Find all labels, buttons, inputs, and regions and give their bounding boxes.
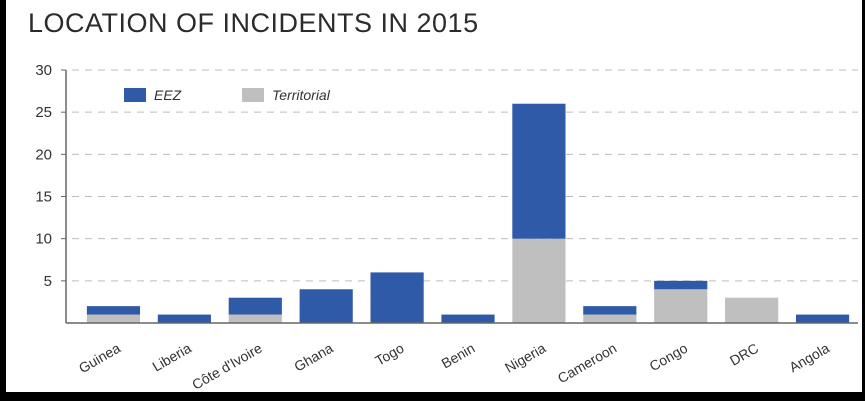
bar-eez-benin bbox=[441, 314, 495, 323]
bar-eez-c-te-d-ivoire bbox=[228, 297, 282, 315]
bar-territorial-guinea bbox=[86, 314, 141, 323]
x-tick-label: Liberia bbox=[149, 340, 194, 375]
bar-eez-nigeria bbox=[512, 103, 566, 239]
x-tick-label: DRC bbox=[727, 340, 761, 369]
bar-eez-cameroon bbox=[583, 306, 637, 315]
bar-territorial-nigeria bbox=[512, 238, 566, 323]
x-tick-label: Côte d'Ivoire bbox=[189, 340, 265, 392]
bar-eez-angola bbox=[795, 314, 850, 323]
bar-territorial-c-te-d-ivoire bbox=[228, 314, 282, 323]
x-tick-label: Nigeria bbox=[502, 340, 549, 376]
x-tick-label: Guinea bbox=[76, 340, 123, 377]
legend-swatch-territorial bbox=[242, 88, 264, 102]
legend-swatch-eez bbox=[124, 88, 146, 102]
bar-eez-guinea bbox=[86, 306, 141, 315]
chart-frame: LOCATION OF INCIDENTS IN 2015 5 10 15 20 25 3… bbox=[6, 0, 862, 392]
legend-label-eez: EEZ bbox=[154, 87, 182, 103]
x-tick-label: Congo bbox=[646, 340, 690, 375]
chart-title: LOCATION OF INCIDENTS IN 2015 bbox=[28, 8, 479, 38]
y-tick-label: 15 bbox=[35, 189, 52, 206]
legend-label-territorial: Territorial bbox=[272, 87, 331, 103]
x-tick-label: Benin bbox=[438, 340, 477, 372]
x-tick-label: Ghana bbox=[291, 340, 336, 375]
bar-territorial-congo bbox=[654, 289, 708, 323]
bar-eez-congo bbox=[654, 280, 708, 290]
x-tick-label: Cameroon bbox=[555, 340, 620, 387]
x-tick-label: Togo bbox=[372, 340, 406, 369]
y-tick-label: 5 bbox=[44, 273, 52, 290]
bar-eez-ghana bbox=[299, 289, 353, 323]
y-tick-label: 30 bbox=[35, 62, 52, 79]
bar-eez-liberia bbox=[157, 314, 211, 323]
bar-territorial-drc bbox=[725, 297, 779, 323]
y-tick-label: 25 bbox=[35, 104, 52, 121]
bar-eez-togo bbox=[370, 272, 424, 323]
bar-territorial-cameroon bbox=[583, 314, 637, 323]
y-tick-label: 10 bbox=[35, 231, 52, 248]
x-tick-label: Angola bbox=[786, 340, 832, 376]
y-tick-label: 20 bbox=[35, 146, 52, 163]
